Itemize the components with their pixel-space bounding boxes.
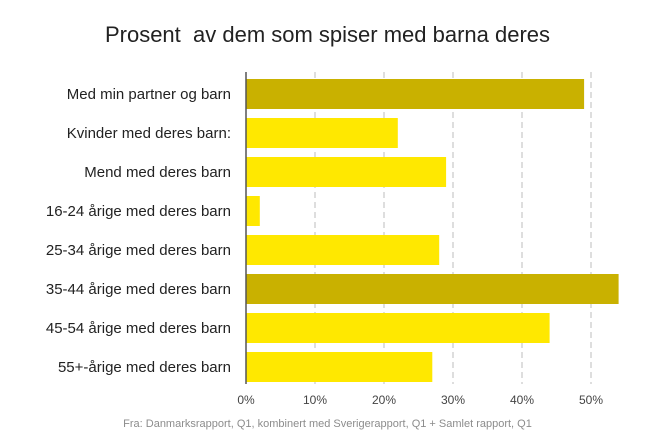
bar <box>246 313 550 343</box>
x-tick-label: 30% <box>441 393 465 407</box>
x-tick-label: 10% <box>303 393 327 407</box>
x-tick-label: 50% <box>579 393 603 407</box>
bar <box>246 274 619 304</box>
chart-source-note: Fra: Danmarksrapport, Q1, kombinert med … <box>123 418 532 430</box>
x-tick-label: 40% <box>510 393 534 407</box>
bar <box>246 352 433 382</box>
x-tick-label: 20% <box>372 393 396 407</box>
category-label: 55+-årige med deres barn <box>58 359 231 376</box>
category-label: Kvinder med deres barn: <box>67 125 231 142</box>
category-label: Mend med deres barn <box>84 164 231 181</box>
bar <box>246 157 447 187</box>
category-labels: Med min partner og barn Kvinder med deres… <box>46 86 231 376</box>
category-label: Med min partner og barn <box>67 86 231 103</box>
category-label: 35-44 årige med deres barn <box>46 281 231 298</box>
x-tick-label: 0% <box>237 393 255 407</box>
x-axis-ticks: 0% 10% 20% 30% 40% 50% <box>237 393 603 407</box>
bar <box>246 235 440 265</box>
bar <box>246 196 260 226</box>
bars <box>246 79 619 382</box>
chart-title: Prosent av dem som spiser med barna dere… <box>104 22 551 47</box>
category-label: 16-24 årige med deres barn <box>46 203 231 220</box>
bar <box>246 118 398 148</box>
category-label: 25-34 årige med deres barn <box>46 242 231 259</box>
category-label: 45-54 årige med deres barn <box>46 320 231 337</box>
bar <box>246 79 585 109</box>
